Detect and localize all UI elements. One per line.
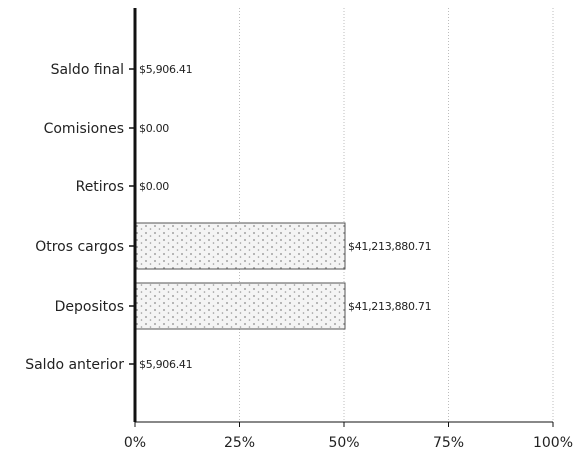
category-label: Saldo final [51, 62, 124, 78]
category-label: Retiros [76, 179, 124, 195]
x-tick-label: 0% [124, 435, 146, 451]
value-label: $41,213,880.71 [348, 300, 431, 313]
category-label: Otros cargos [35, 239, 124, 255]
value-label: $5,906.41 [139, 358, 192, 371]
x-tick-label: 75% [433, 435, 464, 451]
value-label: $0.00 [139, 180, 169, 193]
bars [135, 222, 346, 330]
bar [135, 222, 346, 270]
value-label: $5,906.41 [139, 63, 192, 76]
x-tick-label: 50% [328, 435, 359, 451]
category-label: Depositos [55, 299, 124, 315]
axes [129, 8, 554, 427]
labels: 0% 25% 50% 75% 100% Saldo final $5,906.41 Comis… [25, 62, 573, 451]
grid-lines [239, 8, 554, 422]
category-label: Comisiones [44, 121, 124, 137]
x-tick-label: 25% [224, 435, 255, 451]
category-label: Saldo anterior [25, 357, 124, 373]
bar [135, 282, 346, 330]
value-label: $41,213,880.71 [348, 240, 431, 253]
x-tick-label: 100% [533, 435, 573, 451]
value-label: $0.00 [139, 122, 169, 135]
